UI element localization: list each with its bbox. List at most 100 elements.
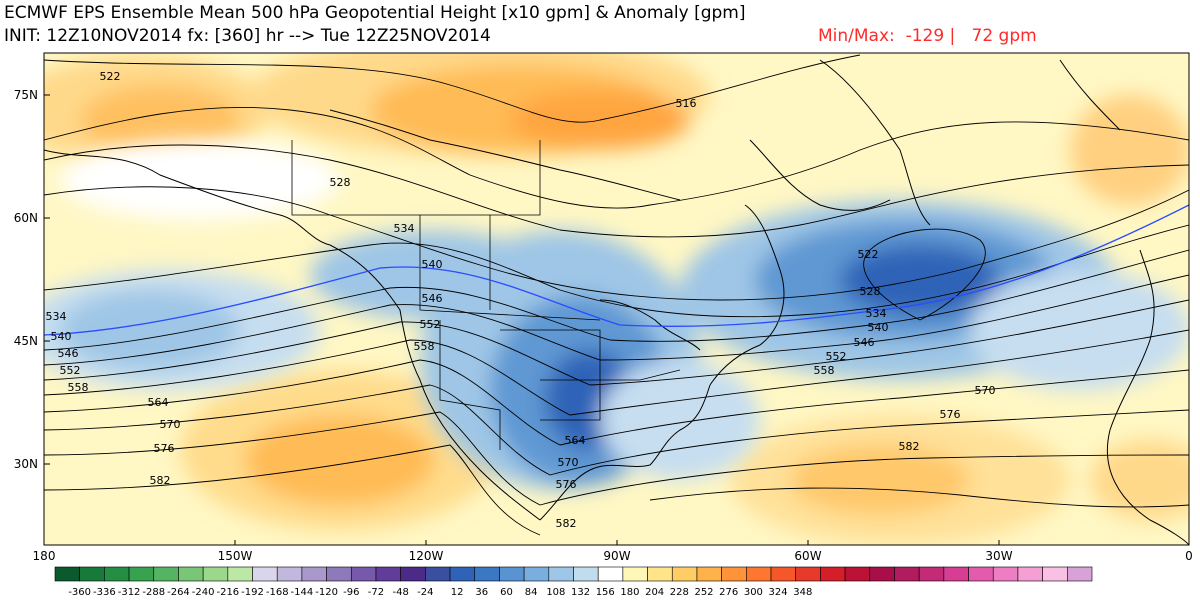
contour-label: 540 <box>51 330 72 343</box>
contour-label: 564 <box>148 396 169 409</box>
colorbar-swatch <box>696 566 722 582</box>
colorbar-swatch <box>573 566 599 582</box>
colorbar-swatch <box>499 566 525 582</box>
contour-label: 570 <box>558 456 579 469</box>
colorbar-tick-label: 12 <box>451 587 464 598</box>
contour-labels: 5225225165285285345345345405405405465465… <box>46 70 996 530</box>
chart-title: ECMWF EPS Ensemble Mean 500 hPa Geopoten… <box>4 3 746 23</box>
contour-label: 522 <box>100 70 121 83</box>
colorbar-tick-label: -144 <box>291 587 314 598</box>
colorbar-swatch <box>647 566 673 582</box>
colorbar-tick-label: -216 <box>216 587 239 598</box>
colorbar-swatch <box>375 566 401 582</box>
colorbar-swatch <box>104 566 130 582</box>
latitude-labels: 75N 60N 45N 30N <box>14 88 50 471</box>
contour-label: 570 <box>160 418 181 431</box>
colorbar-swatch <box>943 566 969 582</box>
colorbar-swatch <box>400 566 426 582</box>
contour-label: 576 <box>154 442 175 455</box>
colorbar-tick-label: -192 <box>241 587 264 598</box>
colorbar-swatch <box>178 566 204 582</box>
contour-label: 552 <box>60 364 81 377</box>
colorbar-swatch <box>548 566 574 582</box>
colorbar-tick-label: -264 <box>167 587 190 598</box>
contour-label: 546 <box>58 347 79 360</box>
colorbar-swatch <box>449 566 476 582</box>
colorbar-swatch <box>425 566 451 582</box>
colorbar-swatch <box>770 566 797 582</box>
contour-label: 528 <box>860 285 881 298</box>
contour-label: 558 <box>68 381 89 394</box>
colorbar-swatch <box>1017 566 1043 582</box>
negative-anomaly-shading <box>44 140 1189 490</box>
colorbar-tick-label: -360 <box>68 587 91 598</box>
contour-label: 564 <box>565 434 586 447</box>
colorbar-swatch <box>918 566 945 582</box>
colorbar-swatch <box>869 566 895 582</box>
colorbar-tick-label: 252 <box>694 587 713 598</box>
colorbar-swatch <box>350 566 377 582</box>
contour-label: 582 <box>150 474 171 487</box>
longitude-label: 30W <box>985 549 1012 563</box>
colorbar-swatch <box>746 566 772 582</box>
contour-label: 582 <box>556 517 577 530</box>
contour-540-line <box>44 204 1189 336</box>
longitude-label: 60W <box>794 549 821 563</box>
colorbar-tick-label: 204 <box>645 587 664 598</box>
height-contours <box>44 54 1189 536</box>
colorbar-tick-label: -96 <box>343 587 359 598</box>
colorbar-tick-label: 228 <box>670 587 689 598</box>
contour-label: 582 <box>899 440 920 453</box>
contour-label: 576 <box>556 478 577 491</box>
colorbar-swatch <box>276 566 303 582</box>
contour-label: 552 <box>826 350 847 363</box>
contour-label: 576 <box>940 408 961 421</box>
colorbar-swatch <box>79 566 105 582</box>
latitude-label: 30N <box>14 457 38 471</box>
colorbar-tick-label: -120 <box>315 587 338 598</box>
contour-label: 558 <box>414 340 435 353</box>
colorbar-swatch <box>820 566 846 582</box>
colorbar-tick-label: -288 <box>142 587 165 598</box>
colorbar-tick-label: 36 <box>475 587 488 598</box>
colorbar-tick-label: -168 <box>266 587 289 598</box>
colorbar-tick-label: -24 <box>417 587 433 598</box>
colorbar-tick-label: -240 <box>192 587 215 598</box>
latitude-label: 45N <box>14 334 38 348</box>
longitude-labels: 180 150W 120W 90W 60W 30W 0 <box>33 540 1193 563</box>
contour-label: 528 <box>330 176 351 189</box>
colorbar-tick-label: 276 <box>719 587 738 598</box>
colorbar-swatch <box>153 566 179 582</box>
contour-label: 552 <box>420 318 441 331</box>
colorbar-swatch <box>1067 566 1093 582</box>
longitude-label: 90W <box>603 549 630 563</box>
colorbar-swatch <box>252 566 278 582</box>
latitude-label: 75N <box>14 88 38 102</box>
colorbar-swatch <box>202 566 229 582</box>
colorbar-swatch <box>671 566 698 582</box>
colorbar-swatch <box>622 566 648 582</box>
colorbar-swatch <box>523 566 550 582</box>
colorbar-tick-label: 84 <box>525 587 538 598</box>
longitude-label: 150W <box>218 549 253 563</box>
anomaly-colorbar: -360 -336 -312 -288 -264 -240 -216 -192 -168 -144… <box>54 566 1093 598</box>
colorbar-swatch <box>301 566 327 582</box>
longitude-label: 180 <box>33 549 56 563</box>
colorbar-tick-label: 108 <box>546 587 565 598</box>
colorbar-tick-label: -336 <box>93 587 116 598</box>
positive-anomaly-shading <box>44 53 1189 545</box>
colorbar-swatch <box>474 566 500 582</box>
colorbar-swatch <box>844 566 871 582</box>
contour-label: 558 <box>814 364 835 377</box>
colorbar-swatch <box>227 566 253 582</box>
latitude-label: 60N <box>14 211 38 225</box>
colorbar-swatch <box>894 566 920 582</box>
contour-label: 516 <box>676 97 697 110</box>
contour-label: 534 <box>394 222 415 235</box>
colorbar-swatch <box>968 566 994 582</box>
colorbar-swatch <box>795 566 821 582</box>
colorbar-swatch <box>992 566 1019 582</box>
colorbar-swatch <box>597 566 624 582</box>
political-borders <box>291 140 681 450</box>
contour-label: 534 <box>866 307 887 320</box>
